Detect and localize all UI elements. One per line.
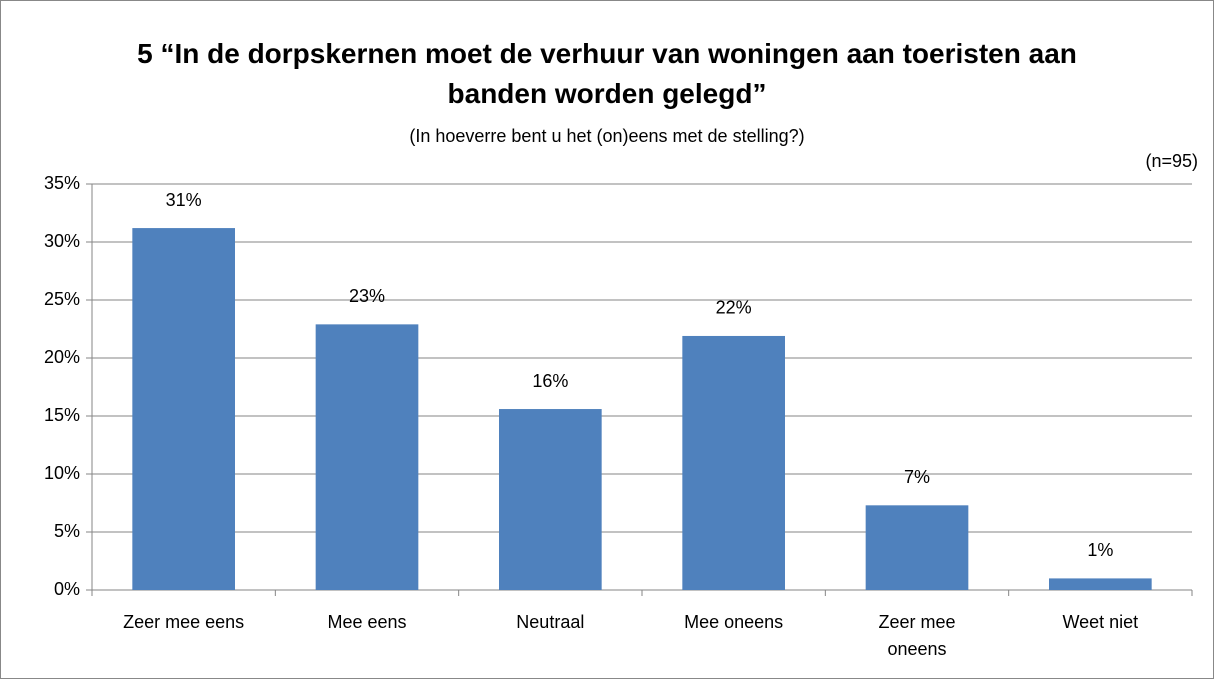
y-tick-label: 10% (44, 463, 80, 483)
y-tick-label: 5% (54, 521, 80, 541)
bar (499, 409, 602, 590)
y-tick-label: 30% (44, 231, 80, 251)
bar (682, 335, 785, 590)
data-label: 23% (349, 286, 385, 306)
chart-title: 5 “In de dorpskernen moet de verhuur van… (137, 38, 1077, 109)
x-tick-label: Zeer mee oneens (878, 612, 956, 659)
data-label: 7% (904, 467, 930, 487)
data-label: 16% (532, 371, 568, 391)
chart-subtitle: (In hoeverre bent u het (on)eens met de … (409, 126, 804, 146)
data-label: 22% (716, 298, 752, 318)
y-tick-label: 0% (54, 579, 80, 599)
x-tick-label: Weet niet (1062, 612, 1139, 632)
bar (315, 324, 419, 590)
x-tick-label: Neutraal (516, 612, 585, 632)
bar (865, 505, 969, 590)
y-tick-label: 25% (44, 289, 80, 309)
data-label: 1% (1087, 540, 1113, 560)
bar (132, 228, 235, 590)
x-tick-label: Mee eens (327, 612, 407, 632)
y-tick-label: 35% (44, 173, 80, 193)
annotation: (n=95) (1145, 151, 1198, 171)
data-label: 31% (166, 190, 202, 210)
y-tick-label: 20% (44, 347, 80, 367)
x-tick-label: Mee oneens (684, 612, 784, 632)
x-tick-label: Zeer mee eens (123, 612, 245, 632)
bar (1049, 578, 1152, 590)
y-tick-label: 15% (44, 405, 80, 425)
